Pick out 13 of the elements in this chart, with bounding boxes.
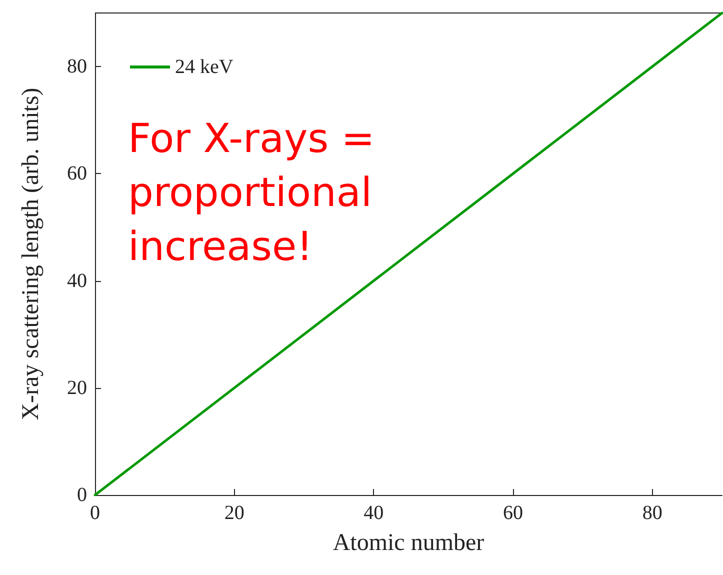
annotation: For X-rays = proportional increase!	[128, 116, 388, 270]
y-tick-label: 40	[67, 270, 87, 292]
x-axis-title: Atomic number	[332, 530, 484, 556]
x-tick-label: 40	[364, 502, 384, 524]
legend-label: 24 keV	[175, 56, 234, 78]
x-tick-label: 60	[503, 502, 523, 524]
x-tick-label: 80	[642, 502, 662, 524]
y-axis-title: X-ray scattering length (arb. units)	[18, 88, 44, 420]
y-tick-label: 0	[77, 484, 87, 506]
y-tick-label: 60	[67, 162, 87, 185]
x-tick-label: 20	[224, 502, 244, 524]
y-tick-label: 80	[67, 56, 87, 78]
y-tick-label: 20	[67, 376, 87, 399]
